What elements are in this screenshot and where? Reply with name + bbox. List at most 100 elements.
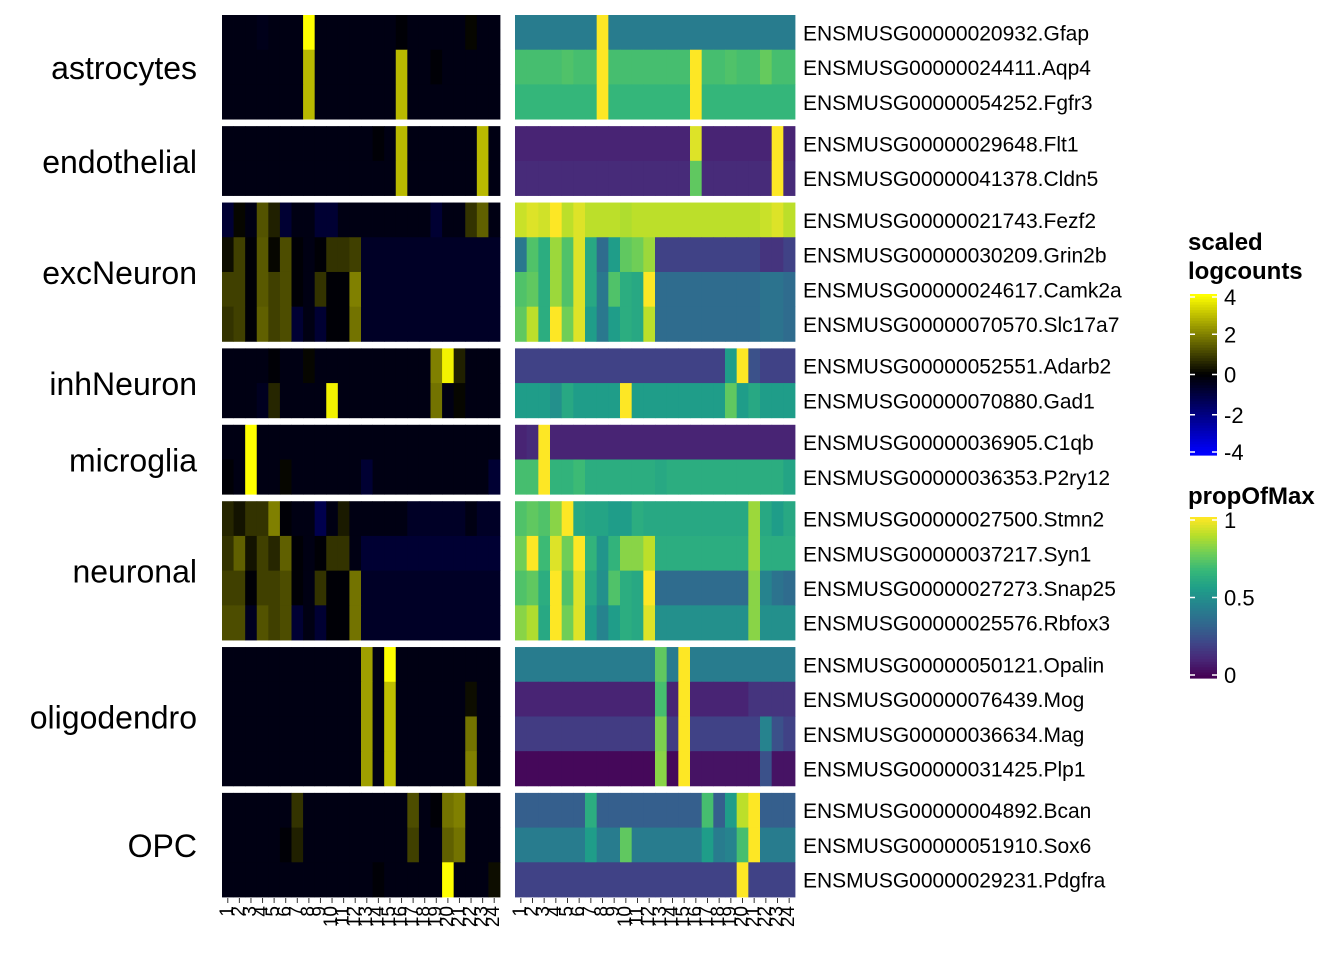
legend-scaled-swatch <box>1190 433 1217 437</box>
prop-cell <box>620 383 633 419</box>
scaled-cell <box>453 126 466 162</box>
gene-label: ENSMUSG00000030209.Grin2b <box>803 245 1107 268</box>
prop-cell <box>655 306 668 342</box>
prop-cell <box>573 751 586 787</box>
prop-cell <box>655 49 668 85</box>
scaled-cell <box>488 202 501 238</box>
prop-cell <box>585 862 598 898</box>
legend-scaled-swatch <box>1190 320 1217 325</box>
prop-cell <box>526 501 539 537</box>
scaled-cell <box>476 716 489 752</box>
scaled-cell <box>418 15 431 51</box>
legend-scaled-swatch <box>1190 312 1217 317</box>
prop-cell <box>631 459 644 495</box>
scaled-cell <box>349 647 362 683</box>
scaled-cell <box>268 501 281 537</box>
scaled-cell <box>465 160 478 196</box>
scaled-cell <box>337 49 350 85</box>
scaled-cell <box>256 348 269 384</box>
prop-cell <box>736 792 749 828</box>
prop-cell <box>561 792 574 828</box>
scaled-cell <box>314 160 327 196</box>
prop-cell <box>596 383 609 419</box>
prop-cell <box>725 647 738 683</box>
prop-cell <box>690 501 703 537</box>
scaled-cell <box>268 348 281 384</box>
scaled-cell <box>407 647 420 683</box>
scaled-cell <box>314 202 327 238</box>
scaled-cell <box>430 424 443 460</box>
prop-cell <box>736 459 749 495</box>
scaled-cell <box>222 306 234 342</box>
prop-cell <box>725 202 738 238</box>
scaled-cell <box>372 202 385 238</box>
prop-cell <box>701 126 714 162</box>
prop-cell <box>713 126 726 162</box>
prop-cell <box>620 681 633 717</box>
prop-cell <box>666 605 679 641</box>
prop-cell <box>526 792 539 828</box>
scaled-cell <box>314 605 327 641</box>
x-tick-label: 23 <box>767 906 788 927</box>
prop-cell <box>643 126 656 162</box>
scaled-cell <box>442 681 455 717</box>
legend-prop-swatch <box>1190 565 1217 569</box>
scaled-cell <box>314 647 327 683</box>
scaled-cell <box>476 681 489 717</box>
gene-label: ENSMUSG00000029231.Pdgfra <box>803 870 1106 893</box>
legend-scaled-swatch <box>1190 361 1217 365</box>
prop-cell <box>748 383 761 419</box>
scaled-cell <box>233 570 246 606</box>
prop-cell <box>725 15 738 51</box>
scaled-cell <box>395 383 408 419</box>
legend-scaled-swatch <box>1190 334 1217 338</box>
scaled-cell <box>453 605 466 641</box>
prop-cell <box>561 751 574 787</box>
scaled-cell <box>303 202 316 238</box>
scaled-cell <box>372 862 385 898</box>
scaled-cell <box>488 827 501 863</box>
scaled-cell <box>476 306 489 342</box>
prop-cell <box>515 535 528 572</box>
prop-cell <box>631 126 644 162</box>
scaled-cell <box>361 424 373 460</box>
prop-cell <box>573 647 586 683</box>
legend-prop-swatch <box>1190 600 1217 604</box>
prop-cell <box>515 751 528 787</box>
prop-cell <box>690 306 703 342</box>
prop-cell <box>643 202 656 238</box>
scaled-cell <box>314 459 327 495</box>
scaled-cell <box>256 15 269 51</box>
scaled-cell <box>361 49 373 85</box>
scaled-cell <box>256 647 269 683</box>
prop-cell <box>526 681 539 717</box>
prop-cell <box>655 84 668 120</box>
scaled-cell <box>326 424 339 460</box>
prop-cell <box>725 126 738 162</box>
scaled-cell <box>442 348 455 384</box>
scaled-cell <box>361 605 373 641</box>
prop-cell <box>655 862 668 898</box>
prop-cell <box>643 570 656 606</box>
prop-cell <box>620 15 633 51</box>
legend-prop-swatch <box>1190 627 1217 631</box>
scaled-cell <box>453 383 466 419</box>
prop-cell <box>690 862 703 898</box>
scaled-cell <box>349 383 362 419</box>
prop-cell <box>608 827 621 863</box>
prop-cell <box>748 160 761 196</box>
legend-prop-swatch <box>1190 643 1217 647</box>
scaled-cell <box>222 84 234 120</box>
scaled-cell <box>465 827 478 863</box>
prop-cell <box>526 424 539 460</box>
prop-cell <box>678 202 691 238</box>
scaled-cell <box>326 827 339 863</box>
legend-prop-swatch <box>1190 554 1217 558</box>
prop-cell <box>771 348 784 384</box>
legend-scaled-swatch <box>1190 323 1217 327</box>
scaled-cell <box>453 348 466 384</box>
scaled-cell <box>442 792 455 828</box>
scaled-cell <box>279 383 292 419</box>
legend-scaled-tick-label: 4 <box>1224 285 1236 310</box>
scaled-cell <box>279 792 292 828</box>
